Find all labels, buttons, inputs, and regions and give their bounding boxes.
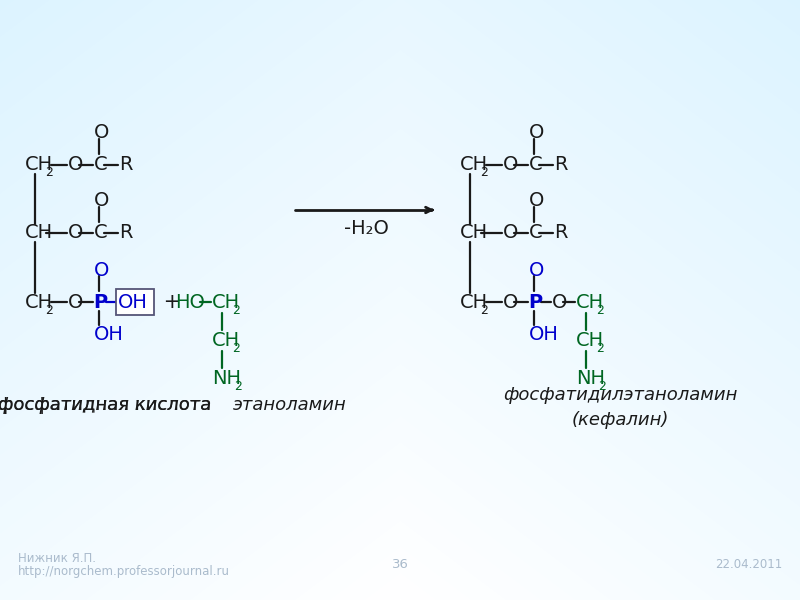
Text: R: R [119, 223, 133, 242]
Text: фосфатидная кислота: фосфатидная кислота [0, 396, 212, 414]
Text: CH: CH [25, 155, 53, 175]
Text: C: C [94, 223, 108, 242]
Text: O: O [503, 223, 518, 242]
Text: O: O [503, 292, 518, 311]
Text: P: P [93, 292, 107, 311]
Text: C: C [94, 155, 108, 175]
Text: OH: OH [94, 325, 124, 343]
Text: O: O [503, 155, 518, 175]
Text: 2: 2 [480, 304, 488, 317]
Text: R: R [554, 155, 567, 175]
Text: (кефалин): (кефалин) [571, 411, 669, 429]
Text: CH: CH [25, 292, 53, 311]
Text: R: R [119, 155, 133, 175]
Text: CH: CH [576, 292, 604, 311]
Bar [116, 289, 154, 315]
Text: O: O [68, 223, 83, 242]
Text: 2: 2 [234, 379, 242, 392]
Text: 2: 2 [45, 166, 53, 179]
Text: 36: 36 [391, 559, 409, 571]
Text: NH: NH [576, 368, 605, 388]
Text: O: O [552, 292, 567, 311]
Text: R: R [554, 223, 567, 242]
Text: 2: 2 [480, 166, 488, 179]
Text: +: + [157, 292, 188, 312]
Text: O: O [94, 260, 110, 280]
Text: этаноламин: этаноламин [233, 396, 347, 414]
Text: OH: OH [529, 325, 559, 343]
Text: O: O [68, 292, 83, 311]
Text: 2: 2 [596, 304, 604, 317]
Text: CH: CH [212, 331, 240, 349]
Text: Нижник Я.П.: Нижник Я.П. [18, 551, 96, 565]
Text: 2: 2 [596, 341, 604, 355]
Text: фосфатидилэтаноламин: фосфатидилэтаноламин [503, 386, 737, 404]
Text: CH: CH [212, 292, 240, 311]
Text: CH: CH [576, 331, 604, 349]
Text: P: P [528, 292, 542, 311]
Text: -H₂O: -H₂O [343, 218, 389, 238]
Text: O: O [68, 155, 83, 175]
Text: O: O [94, 124, 110, 142]
Text: CH: CH [460, 292, 488, 311]
Text: 2: 2 [45, 304, 53, 317]
Text: O: O [529, 191, 544, 211]
Text: 2: 2 [598, 379, 606, 392]
Text: HO: HO [175, 292, 205, 311]
Text: CH: CH [25, 223, 53, 242]
Text: C: C [529, 223, 542, 242]
Text: NH: NH [212, 368, 241, 388]
Text: CH: CH [460, 155, 488, 175]
Text: http://norgchem.professorjournal.ru: http://norgchem.professorjournal.ru [18, 565, 230, 578]
Text: CH: CH [460, 223, 488, 242]
Text: O: O [529, 124, 544, 142]
Text: 22.04.2011: 22.04.2011 [714, 559, 782, 571]
Text: C: C [529, 155, 542, 175]
Text: 2: 2 [232, 304, 240, 317]
Text: O: O [529, 260, 544, 280]
Text: 2: 2 [232, 341, 240, 355]
Text: O: O [94, 191, 110, 211]
Text: OH: OH [118, 292, 148, 311]
Text: фосфатидная кислота: фосфатидная кислота [0, 396, 212, 414]
